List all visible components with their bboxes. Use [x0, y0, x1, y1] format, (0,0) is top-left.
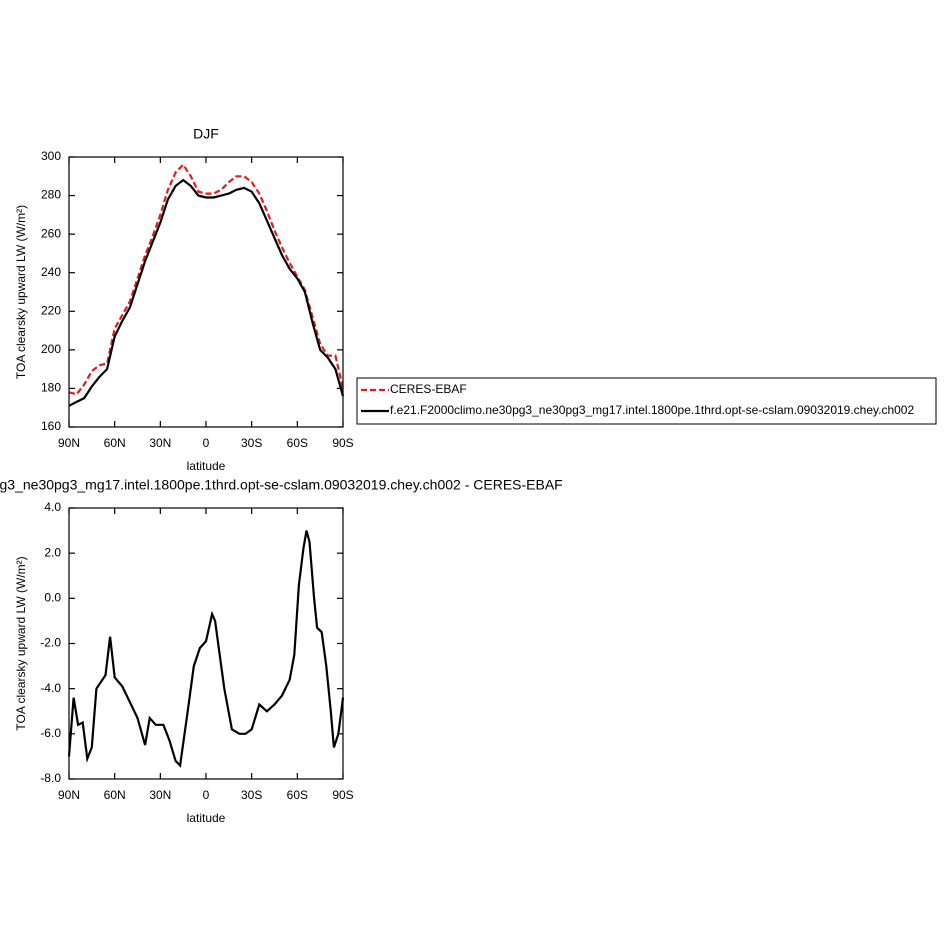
legend-label: f.e21.F2000climo.ne30pg3_ne30pg3_mg17.in… [390, 403, 914, 417]
y-tick-label: -4.0 [40, 681, 61, 695]
x-tick-label: 90S [332, 788, 353, 802]
x-tick-label: 90N [58, 788, 80, 802]
chart-title: DJF [193, 126, 219, 142]
x-tick-label: 30S [241, 788, 262, 802]
y-tick-label: 240 [41, 265, 61, 279]
y-tick-label: 2.0 [44, 545, 61, 559]
legend-box [356, 377, 937, 425]
legend-label: CERES-EBAF [390, 382, 467, 396]
y-tick-label: 200 [41, 342, 61, 356]
y-axis-label: TOA clearsky upward LW (W/m²) [14, 556, 28, 730]
y-tick-label: 280 [41, 188, 61, 202]
y-tick-label: 220 [41, 303, 61, 317]
y-axis-label: TOA clearsky upward LW (W/m²) [14, 205, 28, 379]
y-tick-label: -8.0 [40, 771, 61, 785]
legend: CERES-EBAF f.e21.F2000climo.ne30pg3_ne30p… [356, 377, 937, 425]
x-tick-label: 30N [149, 788, 171, 802]
y-tick-label: -6.0 [40, 726, 61, 740]
x-tick-label: 30S [241, 436, 262, 450]
y-tick-label: 160 [41, 419, 61, 433]
x-tick-label: 90N [58, 436, 80, 450]
plot-frame [68, 507, 344, 780]
plot-frame [68, 156, 344, 428]
x-axis-label: latitude [187, 459, 226, 473]
data-line [68, 178, 345, 407]
y-tick-label: 4.0 [44, 500, 61, 514]
x-tick-label: 0 [203, 788, 210, 802]
y-tick-label: 260 [41, 226, 61, 240]
x-tick-label: 90S [332, 436, 353, 450]
x-axis-label: latitude [187, 811, 226, 825]
y-tick-label: 180 [41, 381, 61, 395]
x-tick-label: 60N [104, 436, 126, 450]
x-tick-label: 60S [287, 788, 308, 802]
x-tick-label: 30N [149, 436, 171, 450]
y-tick-label: -2.0 [40, 636, 61, 650]
y-tick-label: 0.0 [44, 591, 61, 605]
data-line [67, 530, 345, 768]
x-tick-label: 60N [104, 788, 126, 802]
chart-title: f.e21.F2000climo.ne30pg3_ne30pg3_mg17.in… [0, 477, 563, 493]
x-tick-label: 60S [287, 436, 308, 450]
x-tick-label: 0 [203, 436, 210, 450]
data-line [68, 162, 345, 396]
y-tick-label: 300 [41, 149, 61, 163]
